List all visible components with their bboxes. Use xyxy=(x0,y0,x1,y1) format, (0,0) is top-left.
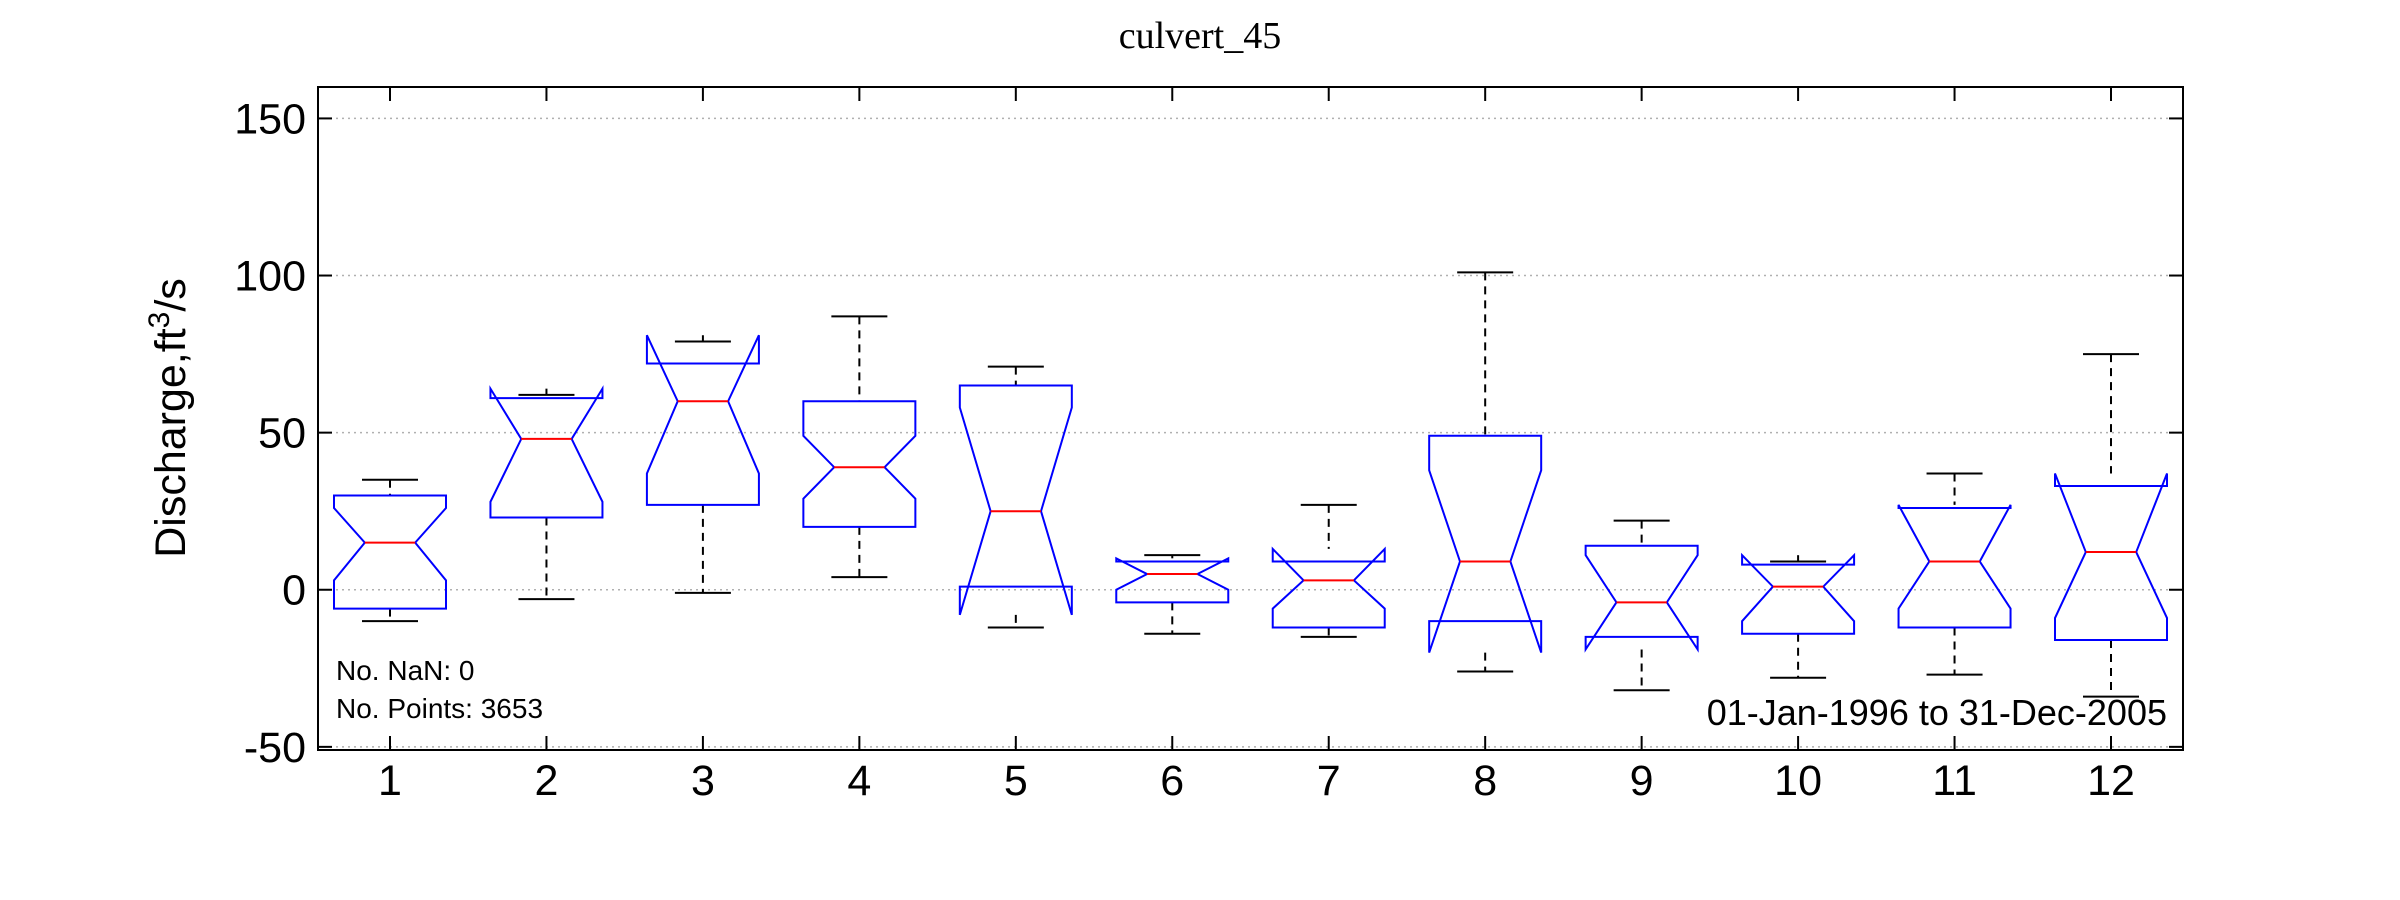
x-tick-label: 2 xyxy=(534,757,558,805)
notched-box xyxy=(1897,504,2012,629)
notched-box xyxy=(1115,556,1230,604)
notched-box xyxy=(2054,473,2168,642)
notched-box xyxy=(958,384,1073,616)
y-axis-label-main: Discharge,ft xyxy=(147,328,195,557)
box-month-10 xyxy=(1741,552,1856,679)
plot-frame xyxy=(317,86,2184,751)
y-tick-label: 0 xyxy=(282,567,306,615)
y-tick-label: 50 xyxy=(258,410,306,458)
box-layer xyxy=(333,271,2168,698)
x-tick-label: 12 xyxy=(2087,757,2135,805)
notched-box xyxy=(1428,434,1543,653)
box-month-3 xyxy=(645,334,760,594)
x-tick-label: 10 xyxy=(1774,757,1822,805)
chart-title: culvert_45 xyxy=(1119,15,1282,57)
date-range-note: 01-Jan-1996 to 31-Dec-2005 xyxy=(1707,692,2167,733)
x-tick-label: 9 xyxy=(1630,757,1654,805)
x-tick-label: 6 xyxy=(1160,757,1184,805)
box-month-12 xyxy=(2054,353,2168,698)
x-axis: 1 2 3 4 5 6 7 8 9 10 11 12 xyxy=(378,87,2135,805)
box-month-2 xyxy=(489,385,604,601)
y-axis-label-superscript: 3 xyxy=(143,312,176,329)
x-tick-label: 8 xyxy=(1473,757,1497,805)
points-count-note: No. Points: 3653 xyxy=(336,693,543,724)
box-month-8 xyxy=(1428,271,1543,673)
box-month-6 xyxy=(1115,554,1230,635)
y-tick-label: 100 xyxy=(234,253,306,301)
box-month-7 xyxy=(1271,503,1386,638)
notched-box xyxy=(489,385,604,519)
x-tick-label: 11 xyxy=(1932,757,1977,805)
notched-box xyxy=(802,400,917,528)
notched-box xyxy=(1741,552,1856,635)
box-month-4 xyxy=(802,315,917,579)
grid-layer xyxy=(318,117,2183,748)
y-axis-label-unit: /s xyxy=(147,278,195,311)
notched-box xyxy=(1584,544,1699,653)
y-axis-label: Discharge,ft3/s xyxy=(143,278,195,558)
box-month-5 xyxy=(958,365,1073,629)
notched-box xyxy=(645,334,760,506)
nan-count-note: No. NaN: 0 xyxy=(336,655,475,686)
box-month-9 xyxy=(1584,519,1699,692)
x-tick-label: 4 xyxy=(847,757,871,805)
x-tick-label: 5 xyxy=(1004,757,1028,805)
notched-box xyxy=(1271,546,1386,629)
x-tick-label: 7 xyxy=(1317,757,1341,805)
box-month-11 xyxy=(1897,472,2012,676)
x-tick-label: 3 xyxy=(691,757,715,805)
y-axis: -50 0 50 100 150 xyxy=(234,95,2183,772)
x-tick-label: 1 xyxy=(378,757,402,805)
box-month-1 xyxy=(333,478,447,623)
y-tick-label: -50 xyxy=(244,724,306,772)
y-tick-label: 150 xyxy=(234,95,306,143)
notched-box xyxy=(333,494,447,610)
